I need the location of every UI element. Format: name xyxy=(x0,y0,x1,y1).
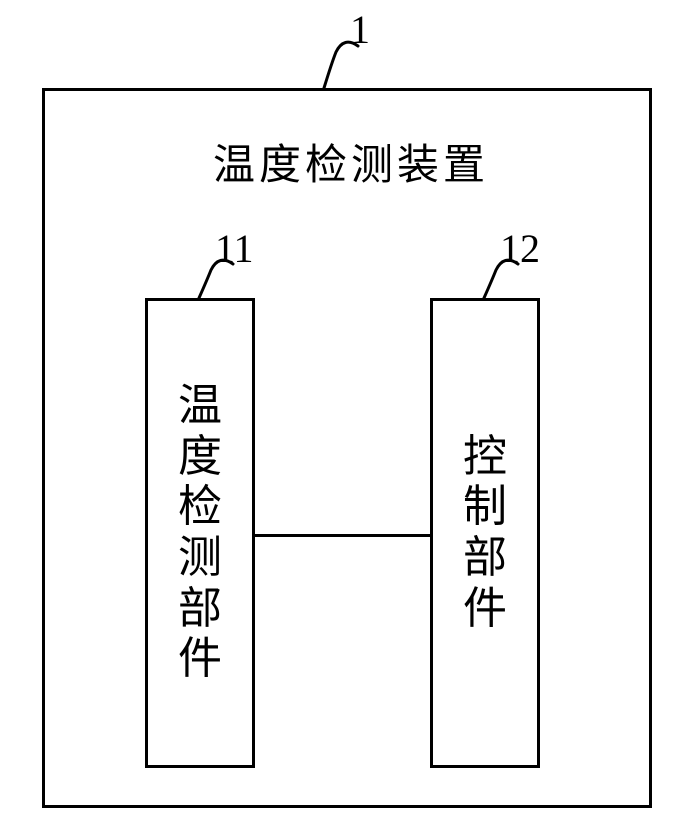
component-lead-control xyxy=(0,0,691,839)
connector-line xyxy=(255,534,430,537)
